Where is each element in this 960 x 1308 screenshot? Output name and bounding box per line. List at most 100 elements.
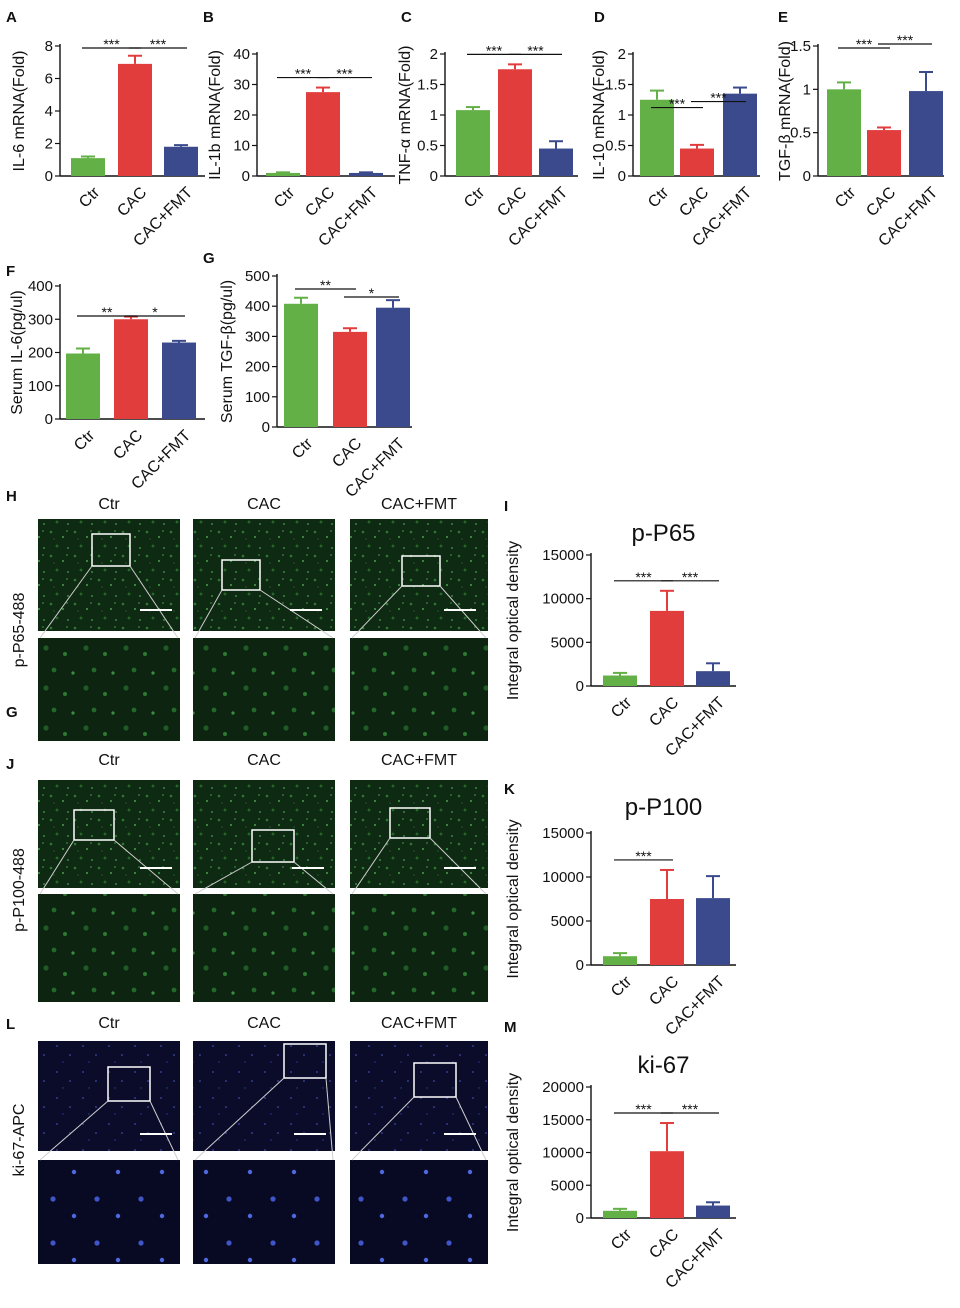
- bar-ctr: [603, 1210, 637, 1218]
- zoom-guide-line: [439, 585, 487, 639]
- bar-ctr: [640, 99, 674, 176]
- significance-label: ***: [669, 96, 686, 112]
- y-tick-label: 0.5: [605, 138, 626, 155]
- zoom-guide-line: [39, 565, 93, 639]
- y-tick-label: 1.5: [790, 38, 811, 55]
- panel-label: A: [6, 9, 17, 26]
- y-tick-label: 10000: [542, 869, 584, 886]
- bar-ctr: [284, 303, 318, 427]
- microscopy-panels: Hp-P65-488 G Ctr CAC CAC+FMT Jp-P100-488 Ctr CA…: [6, 488, 488, 1264]
- column-label: CAC+FMT: [381, 1015, 457, 1032]
- significance-label: ***: [897, 32, 914, 48]
- y-tick-label: 0: [45, 168, 53, 185]
- micrograph-overview: [350, 780, 488, 888]
- y-tick-label: 30: [233, 77, 250, 94]
- bar-ctr: [66, 353, 100, 419]
- y-tick-label: 15000: [542, 547, 584, 564]
- stain-label: ki-67-APC: [11, 1104, 28, 1177]
- y-axis-label: Integral optical density: [505, 1073, 522, 1232]
- y-tick-label: 0: [45, 411, 53, 428]
- zoom-region-box: [251, 829, 295, 863]
- bar-cac: [118, 63, 152, 176]
- zoom-region-box: [73, 809, 115, 841]
- micrograph-zoom: [193, 638, 335, 741]
- significance-label: ***: [103, 36, 120, 52]
- micrograph-zoom: [193, 1160, 335, 1264]
- significance-label: ***: [856, 36, 873, 52]
- x-tick-label: Ctr: [71, 427, 99, 455]
- zoom-region-box: [91, 533, 131, 567]
- y-tick-label: 15000: [542, 825, 584, 842]
- y-axis-label: Serum IL-6(pg/ul): [9, 290, 26, 415]
- y-tick-label: 300: [28, 311, 53, 328]
- zoom-region-box: [401, 555, 441, 587]
- y-axis-label: IL-1b mRNA(Fold): [207, 50, 224, 180]
- significance-label: *: [369, 285, 375, 301]
- stain-label: p-P65-488: [11, 593, 28, 668]
- y-tick-label: 40: [233, 46, 250, 63]
- micrograph-zoom: [350, 894, 488, 1002]
- image-panel-L: Lki-67-APC Ctr CAC CAC+FMT: [6, 1015, 488, 1264]
- column-label: CAC: [247, 752, 281, 769]
- significance-label: ***: [150, 36, 167, 52]
- bar-ctr: [827, 89, 861, 176]
- y-axis-label: IL-10 mRNA(Fold): [591, 50, 608, 180]
- y-axis-label: IL-6 mRNA(Fold): [11, 51, 28, 172]
- bar-cac: [650, 899, 684, 965]
- y-tick-label: 2: [430, 46, 438, 63]
- panel-label: L: [6, 1016, 15, 1033]
- x-tick-label: CAC: [110, 427, 146, 463]
- x-tick-label: CAC: [676, 184, 712, 220]
- bar-cac-fmt: [696, 898, 730, 965]
- zoom-region-box: [107, 1066, 151, 1102]
- y-tick-label: 0: [242, 168, 250, 185]
- y-tick-label: 2: [45, 136, 53, 153]
- micrograph-overview: [38, 780, 180, 888]
- x-tick-label: Ctr: [608, 1226, 636, 1254]
- y-tick-label: 0: [576, 678, 584, 695]
- panel-label: K: [504, 781, 515, 798]
- y-axis-label: TGF-β mRNA(Fold): [777, 41, 794, 181]
- chart-title: ki-67: [637, 1052, 689, 1079]
- x-tick-label: CAC: [494, 184, 530, 220]
- y-axis-label: Integral optical density: [505, 819, 522, 978]
- panel-label: G: [203, 250, 215, 267]
- bar-ctr: [266, 172, 300, 176]
- bar-cac: [333, 331, 367, 427]
- significance-label: ***: [486, 42, 503, 58]
- y-axis-label: Integral optical density: [505, 541, 522, 700]
- zoom-guide-line: [129, 565, 179, 639]
- y-tick-label: 2: [618, 46, 626, 63]
- x-tick-label: CAC: [302, 184, 338, 220]
- x-tick-label: Ctr: [832, 184, 860, 212]
- zoom-guide-line: [351, 585, 403, 639]
- y-axis-label: Serum TGF-β(pg/ul): [219, 280, 236, 423]
- y-tick-label: 5000: [551, 1177, 584, 1194]
- significance-label: ***: [635, 1101, 652, 1117]
- y-tick-label: 8: [45, 38, 53, 55]
- y-tick-label: 5000: [551, 913, 584, 930]
- x-tick-label: CAC: [329, 435, 365, 471]
- micrograph-overview: [38, 519, 180, 631]
- chart-title: p-P65: [631, 520, 695, 547]
- y-tick-label: 15000: [542, 1112, 584, 1129]
- panel-label: M: [504, 1019, 517, 1036]
- y-tick-label: 400: [28, 278, 53, 295]
- bar-cac: [306, 92, 340, 176]
- chart-title: p-P100: [625, 794, 702, 821]
- significance-label: *: [152, 304, 158, 320]
- y-tick-label: 1.5: [605, 77, 626, 94]
- zoom-guide-line: [351, 837, 391, 895]
- zoom-guide-line: [194, 1077, 285, 1161]
- panel-label: F: [6, 263, 15, 280]
- y-tick-label: 0.5: [790, 125, 811, 142]
- bar-cac: [650, 610, 684, 686]
- y-tick-label: 20: [233, 107, 250, 124]
- bar-cac-fmt: [162, 342, 196, 419]
- significance-label: ***: [635, 848, 652, 864]
- significance-label: **: [102, 304, 113, 320]
